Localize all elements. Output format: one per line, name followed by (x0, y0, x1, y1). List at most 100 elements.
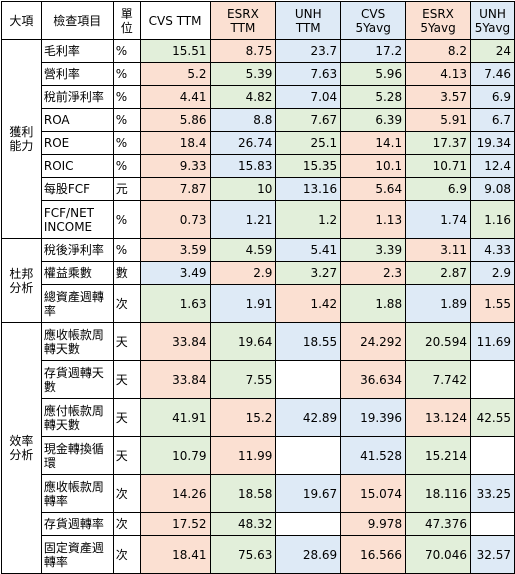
value-cell: 32.57 (469, 535, 515, 574)
value-cell (275, 360, 342, 399)
value-cell: 6.9 (405, 177, 471, 201)
table-row: 營利率% 5.2 5.39 7.63 5.96 4.13 7.46 (2, 62, 515, 86)
table-row: 應付帳款周 轉天數天 41.91 15.2 42.89 19.396 13.124 42.55 (2, 398, 515, 437)
table-row: 杜邦 分析 稅後淨利率% 3.59 4.59 5.41 3.39 3.11 4.33 (1, 238, 515, 323)
value-cell: 6.9 (469, 85, 515, 109)
value-cell (275, 436, 342, 475)
value-cell: 0.73 (139, 200, 211, 239)
value-cell: 19.64 (209, 322, 277, 361)
value-cell: 3.59 (139, 238, 211, 262)
value-cell: 9.33 (139, 154, 211, 178)
value-cell: 75.63 (209, 535, 277, 574)
unit-label: 天 (112, 322, 141, 361)
value-cell: 18.4 (139, 131, 211, 155)
unit-label: % (112, 39, 141, 63)
header-category: 大項 (1, 1, 42, 40)
value-cell: 3.39 (340, 238, 407, 262)
value-cell: 7.87 (139, 177, 211, 201)
item-label: 總資產週轉率 (40, 284, 114, 323)
value-cell: 19.34 (469, 131, 515, 155)
table-row: 每股FCF 元 7.87 10 13.16 5.64 6.9 9.08 (2, 177, 515, 201)
table-row: ROE% 18.4 26.74 25.1 14.1 17.37 19.34 (2, 131, 515, 155)
value-cell: 17.52 (139, 512, 211, 536)
value-cell: 18.58 (209, 474, 277, 513)
value-cell: 7.742 (405, 360, 471, 399)
value-cell: 7.04 (275, 85, 342, 109)
value-cell: 19.396 (340, 398, 407, 437)
value-cell: 4.41 (139, 85, 211, 109)
value-cell: 15.074 (340, 474, 407, 513)
header-unh-ttm: UNH TTM (275, 1, 342, 40)
value-cell: 2.3 (340, 261, 407, 285)
item-label: 存貨週轉率 (40, 512, 114, 536)
value-cell: 8.75 (209, 39, 277, 63)
unit-label: % (112, 62, 141, 86)
value-cell: 5.41 (275, 238, 342, 262)
value-cell: 70.046 (405, 535, 471, 574)
header-cvs-5yavg: CVS 5Yavg (340, 1, 407, 40)
value-cell: 1.21 (209, 200, 277, 239)
value-cell: 7.55 (209, 360, 277, 399)
table-row: 存貨週轉天數天 33.84 7.55 36.634 7.742 (2, 360, 515, 399)
value-cell: 6.7 (469, 108, 515, 132)
value-cell: 11.99 (209, 436, 277, 475)
value-cell: 15.51 (139, 39, 211, 63)
value-cell: 2.9 (469, 261, 515, 285)
item-label: 固定資產週 轉率 (40, 535, 114, 574)
value-cell: 4.33 (469, 238, 515, 262)
value-cell: 17.2 (340, 39, 407, 63)
value-cell: 12.4 (469, 154, 515, 178)
value-cell: 1.2 (275, 200, 342, 239)
value-cell: 26.74 (209, 131, 277, 155)
value-cell: 9.08 (469, 177, 515, 201)
item-label: 稅後淨利率 (40, 238, 114, 262)
value-cell: 10.71 (405, 154, 471, 178)
unit-label: 天 (112, 398, 141, 437)
value-cell: 4.59 (209, 238, 277, 262)
table-row: 稅前淨利率% 4.41 4.82 7.04 5.28 3.57 6.9 (2, 85, 515, 109)
value-cell: 6.39 (340, 108, 407, 132)
value-cell (275, 512, 342, 536)
unit-label: 天 (112, 360, 141, 399)
value-cell: 33.25 (469, 474, 515, 513)
item-label: ROIC (40, 154, 114, 178)
unit-label: 數 (112, 261, 141, 285)
value-cell: 41.91 (139, 398, 211, 437)
value-cell: 18.55 (275, 322, 342, 361)
value-cell: 13.16 (275, 177, 342, 201)
value-cell: 33.84 (139, 360, 211, 399)
value-cell: 18.116 (405, 474, 471, 513)
value-cell: 33.84 (139, 322, 211, 361)
header-unh-5yavg: UNH 5Yavg (469, 1, 515, 40)
value-cell: 28.69 (275, 535, 342, 574)
header-esrx-5yavg: ESRX 5Yavg (405, 1, 471, 40)
value-cell: 1.91 (209, 284, 277, 323)
value-cell: 2.9 (209, 261, 277, 285)
value-cell: 4.82 (209, 85, 277, 109)
value-cell: 20.594 (405, 322, 471, 361)
value-cell: 19.67 (275, 474, 342, 513)
table-row: 應收帳款周 轉率次 14.26 18.58 19.67 15.074 18.116 33.25 (2, 474, 515, 513)
header-unit: 單位 (112, 1, 141, 40)
item-label: 應收帳款周 轉率 (40, 474, 114, 513)
unit-label: % (112, 108, 141, 132)
value-cell: 11.69 (469, 322, 515, 361)
group-label: 效率 分析 (1, 322, 42, 574)
header-row: 大項 檢查項目 單位 CVS TTM ESRX TTM UNH TTM CVS 5Ya… (1, 1, 515, 40)
value-cell: 23.7 (275, 39, 342, 63)
value-cell: 15.2 (209, 398, 277, 437)
value-cell: 15.83 (209, 154, 277, 178)
value-cell: 5.96 (340, 62, 407, 86)
value-cell: 1.63 (139, 284, 211, 323)
header-item: 檢查項目 (40, 1, 114, 40)
value-cell: 10.79 (139, 436, 211, 475)
header-cvs-ttm: CVS TTM (139, 1, 211, 40)
value-cell: 1.88 (340, 284, 407, 323)
table-row: 權益乘數數 3.49 2.9 3.27 2.3 2.87 2.9 (2, 261, 515, 285)
unit-label: 元 (112, 177, 141, 201)
item-label: ROA (40, 108, 114, 132)
unit-label: % (112, 154, 141, 178)
value-cell: 48.32 (209, 512, 277, 536)
value-cell: 10.1 (340, 154, 407, 178)
value-cell: 14.26 (139, 474, 211, 513)
